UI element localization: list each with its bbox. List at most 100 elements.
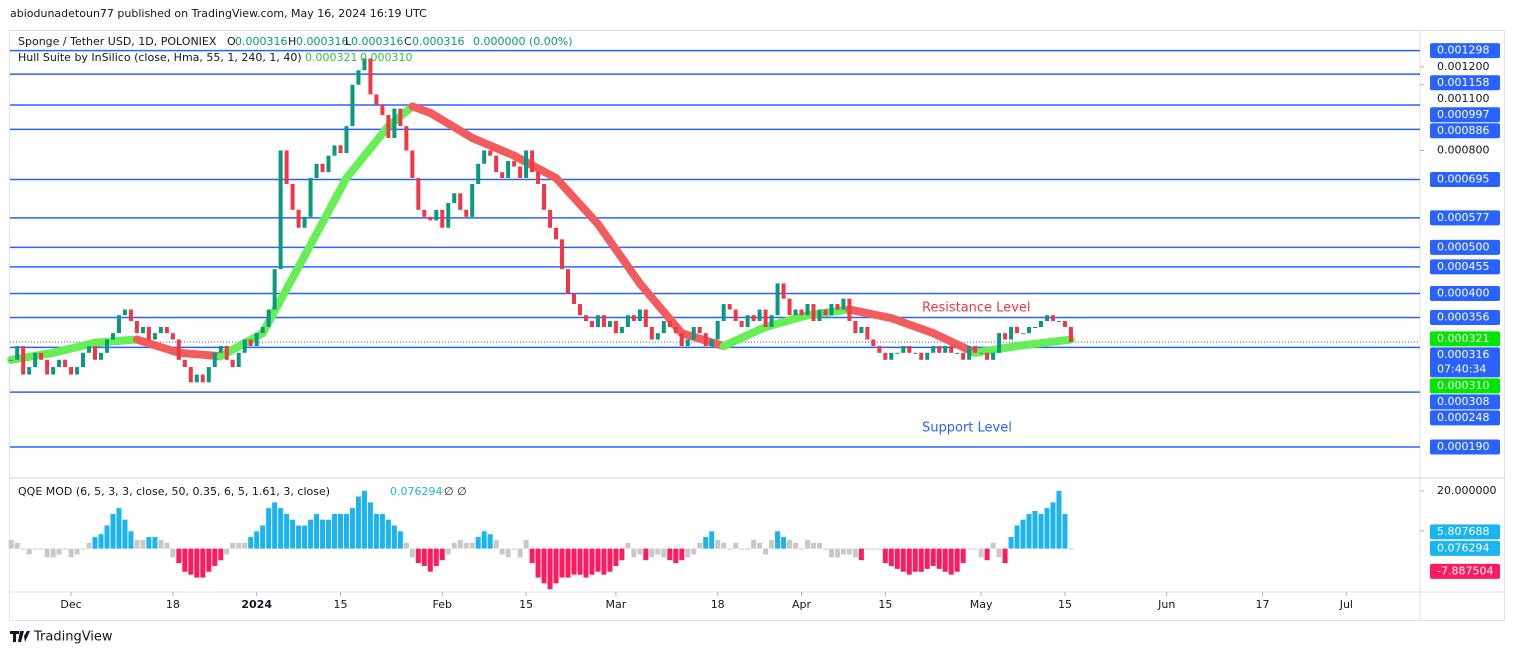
qqe-bar	[481, 531, 487, 549]
qqe-bar	[733, 542, 739, 549]
candle	[973, 346, 978, 353]
qqe-bar	[260, 525, 266, 549]
candle	[116, 315, 121, 334]
qqe-bar	[379, 513, 385, 549]
qqe-bar	[74, 548, 80, 555]
candle	[248, 339, 253, 347]
qqe-bar	[499, 548, 505, 555]
price-label-box	[1430, 410, 1500, 426]
price-label-box	[1430, 75, 1500, 91]
ohlc-value: 0.000316	[351, 35, 404, 48]
qqe-bar	[355, 496, 361, 549]
candle	[1039, 321, 1044, 327]
qqe-bar	[697, 542, 703, 549]
candle	[619, 326, 624, 334]
candle	[500, 172, 505, 179]
qqe-bar	[924, 548, 930, 569]
candle	[194, 374, 199, 383]
candle	[524, 150, 529, 179]
qqe-bar	[757, 542, 763, 549]
y-tick-label: 0.001100	[1437, 92, 1490, 105]
y-tick-label: 0.001200	[1437, 60, 1490, 73]
qqe-bar	[619, 548, 625, 561]
qqe-bar	[445, 548, 451, 555]
brand-name: TradingView	[33, 630, 113, 645]
candle	[913, 352, 918, 354]
price-label-box	[1430, 210, 1500, 226]
candle	[637, 309, 642, 322]
candle	[506, 161, 511, 179]
candle	[374, 94, 379, 105]
candle	[212, 352, 217, 368]
qqe-bar	[463, 542, 469, 549]
brand-logo	[10, 631, 30, 642]
qqe-bar	[996, 548, 1002, 558]
qqe-bar	[164, 542, 170, 549]
qqe-bar	[721, 542, 727, 549]
price-label: 0.000455	[1437, 260, 1490, 273]
qqe-bar	[200, 548, 206, 578]
candle	[877, 346, 882, 353]
hull-segment	[971, 342, 1022, 357]
qqe-bar	[218, 548, 224, 561]
candle	[1027, 326, 1032, 334]
qqe-bar	[601, 548, 607, 575]
last-price-label: 0.000316	[1437, 348, 1490, 361]
qqe-bar	[709, 531, 715, 549]
price-label-box	[1430, 107, 1500, 123]
candle	[242, 339, 247, 353]
candle	[1062, 321, 1067, 327]
candle	[398, 108, 403, 127]
hull-segment	[552, 174, 602, 229]
candle	[458, 193, 463, 210]
candle	[907, 346, 912, 353]
qqe-bar	[505, 548, 511, 558]
qqe-bar	[332, 513, 338, 549]
candle	[63, 359, 68, 368]
ohlc-key: L	[345, 35, 352, 48]
qqe-bar	[68, 548, 74, 558]
qqe-bar	[367, 502, 373, 549]
candle	[122, 309, 127, 316]
candle	[853, 321, 858, 334]
qqe-bar	[206, 548, 212, 572]
qqe-bar	[954, 548, 960, 572]
candle	[260, 326, 265, 334]
price-label-box	[1430, 285, 1500, 301]
candle	[727, 304, 732, 310]
candle	[530, 150, 535, 173]
candle	[146, 326, 151, 340]
candle	[482, 150, 487, 164]
candle	[661, 321, 666, 334]
candle	[949, 346, 954, 353]
candle	[452, 193, 457, 204]
candle	[254, 333, 259, 347]
candle	[560, 239, 565, 270]
candle	[404, 126, 409, 151]
x-tick-label: 18	[711, 598, 725, 611]
qqe-bar	[577, 548, 583, 575]
candle	[290, 183, 295, 210]
qqe-bar	[1062, 513, 1068, 549]
candle	[583, 315, 588, 322]
qqe-bar	[409, 548, 415, 558]
qqe-bar	[134, 539, 140, 549]
qqe-bar	[146, 537, 152, 549]
qqe-bar	[337, 513, 343, 549]
candle	[57, 359, 62, 368]
qqe-bar	[912, 548, 918, 572]
qqe-bar	[942, 548, 948, 572]
candle	[236, 352, 241, 368]
qqe-bar	[655, 548, 661, 555]
candle	[841, 298, 846, 310]
qqe-label-box	[1430, 540, 1500, 556]
qqe-bar	[278, 508, 284, 549]
qqe-bar	[302, 525, 308, 549]
candle	[955, 352, 960, 354]
candle	[320, 163, 325, 173]
candle	[1044, 315, 1049, 322]
qqe-bar	[1038, 513, 1044, 549]
qqe-bar	[834, 548, 840, 558]
candle	[781, 283, 786, 299]
